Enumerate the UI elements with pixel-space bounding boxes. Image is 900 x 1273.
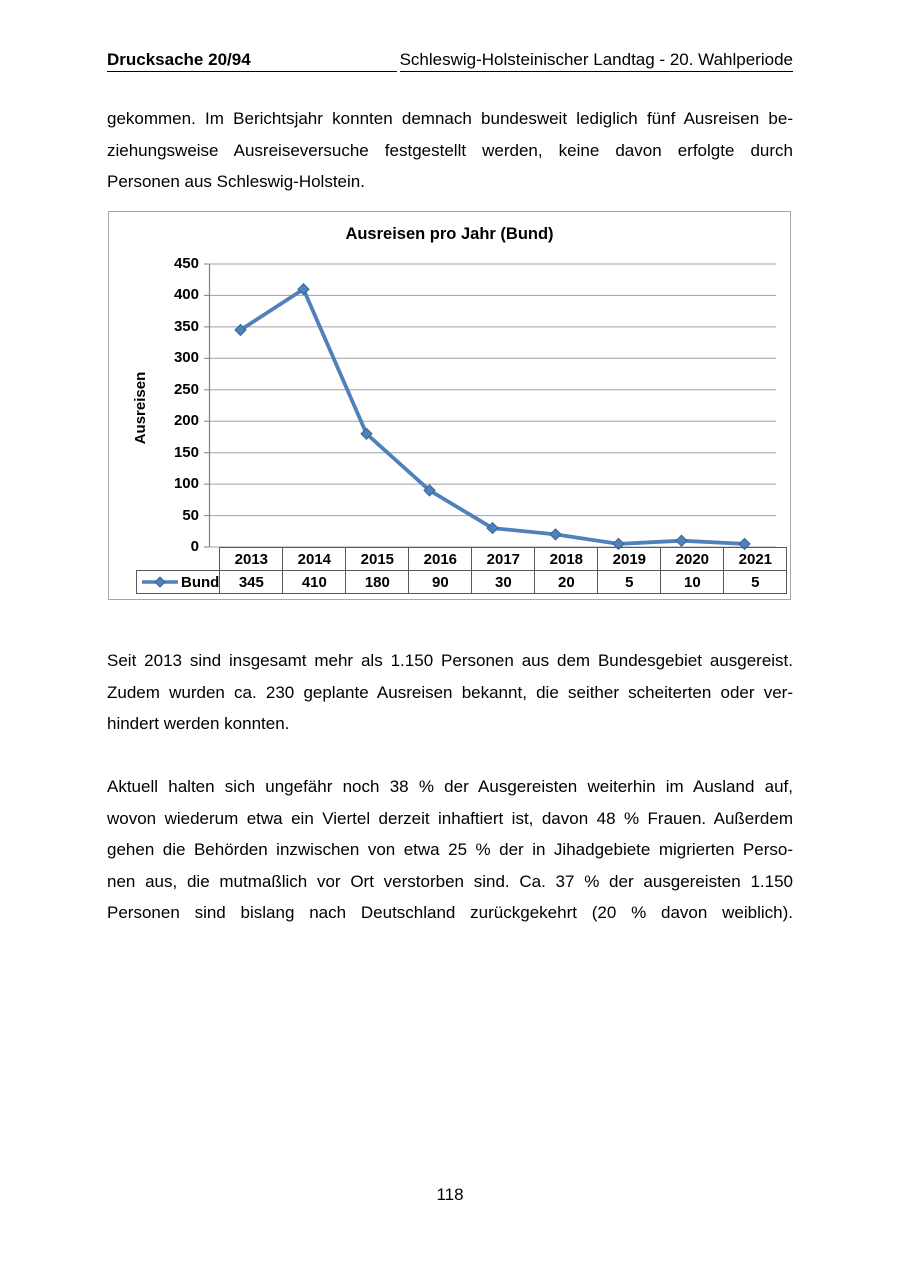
text-line: hindert werden konnten.: [107, 714, 290, 733]
paragraph-totals: Seit 2013 sind insgesamt mehr als 1.150 …: [107, 645, 793, 740]
value-cell: 10: [660, 570, 725, 594]
data-point-marker: [549, 528, 562, 541]
year-cell: 2013: [219, 547, 284, 571]
value-cell: 90: [408, 570, 473, 594]
data-point-marker: [234, 323, 247, 337]
y-tick-label: 400: [173, 286, 199, 304]
paragraph-status: Aktuell halten sich ungefähr noch 38 % d…: [107, 771, 793, 929]
y-tick-label: 200: [173, 412, 199, 430]
text-line: gekommen. Im Berichtsjahr konnten demnac…: [107, 109, 793, 128]
chart-title: Ausreisen pro Jahr (Bund): [345, 225, 554, 243]
year-cell: 2017: [471, 547, 536, 571]
text-line: Aktuell halten sich ungefähr noch 38 % d…: [107, 777, 793, 796]
y-tick-label: 150: [173, 443, 199, 461]
value-cell: 410: [282, 570, 347, 594]
document-number: Drucksache 20/94: [107, 50, 397, 72]
year-cell: 2018: [534, 547, 599, 571]
series-value-row: Bund 345 410 180 90 30 20 5 10 5: [135, 570, 788, 594]
y-tick-label: 0: [190, 538, 199, 555]
data-point-marker: [360, 427, 373, 441]
data-point-marker: [486, 521, 499, 535]
year-cell: 2019: [597, 547, 662, 571]
y-tick-label: 300: [173, 349, 199, 367]
y-tick-label: 100: [173, 475, 199, 493]
value-cell: 180: [345, 570, 410, 594]
plot-area: [204, 263, 776, 551]
year-cell: 2014: [282, 547, 347, 571]
page-header: Drucksache 20/94 Schleswig-Holsteinische…: [107, 50, 793, 72]
chart-data-table: 2013 2014 2015 2016 2017 2018 2019 2020 2021 Bun…: [135, 547, 788, 594]
legend-line-marker-icon: [142, 576, 178, 588]
data-point-marker: [675, 534, 688, 547]
paragraph-intro: gekommen. Im Berichtsjahr konnten demnac…: [107, 103, 793, 198]
text-line: wovon wiederum etwa ein Viertel derzeit …: [107, 808, 793, 828]
header-title: Schleswig-Holsteinischer Landtag - 20. W…: [399, 50, 793, 72]
data-point-marker: [423, 484, 436, 497]
table-corner-blank: [137, 548, 220, 571]
text-line: Zudem wurden ca. 230 geplante Ausreisen …: [107, 682, 793, 702]
page-number: 118: [436, 1185, 464, 1204]
year-cell: 2021: [723, 547, 788, 571]
y-tick-label: 450: [173, 255, 199, 272]
x-axis-year-row: 2013 2014 2015 2016 2017 2018 2019 2020 2021: [137, 547, 788, 571]
value-cell: 20: [534, 570, 599, 594]
data-point-marker: [297, 282, 310, 296]
value-cell: 5: [597, 570, 662, 594]
series-line-bund: [239, 286, 745, 546]
text-line: Seit 2013 sind insgesamt mehr als 1.150 …: [107, 651, 793, 670]
text-line: gehen die Behörden inzwischen von etwa 2…: [107, 840, 793, 859]
y-tick-label: 50: [182, 506, 199, 524]
value-cell: 345: [219, 570, 284, 594]
legend-cell: Bund: [135, 570, 221, 594]
legend-label: Bund: [181, 573, 220, 591]
text-line: Personen sind bislang nach Deutschland z…: [107, 903, 793, 922]
y-tick-label: 250: [173, 380, 199, 398]
year-cell: 2020: [660, 547, 725, 571]
year-cell: 2015: [345, 547, 410, 571]
text-line: ziehungsweise Ausreiseversuche festgeste…: [107, 140, 793, 160]
value-cell: 5: [723, 570, 788, 594]
chart-figure: Ausreisen pro Jahr (Bund) Ausreisen 0 50 1…: [108, 211, 791, 600]
text-line: Personen aus Schleswig-Holstein.: [107, 172, 365, 191]
text-line: nen aus, die mutmaßlich vor Ort verstorb…: [107, 871, 793, 891]
value-cell: 30: [471, 570, 536, 594]
year-cell: 2016: [408, 547, 473, 571]
y-tick-label: 350: [173, 317, 199, 335]
